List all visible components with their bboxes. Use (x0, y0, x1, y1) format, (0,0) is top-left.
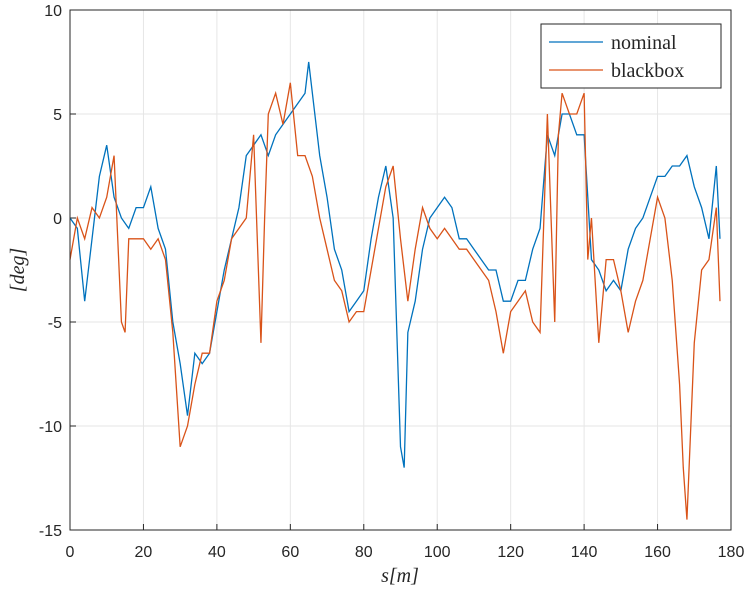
y-tick-label: -10 (39, 419, 62, 436)
y-tick-label: -5 (48, 315, 62, 332)
data-line (69, 61, 721, 468)
x-tick-label: 0 (66, 544, 75, 561)
x-tick-label: 40 (208, 544, 226, 561)
data-line (69, 82, 721, 520)
x-tick-label: 80 (355, 544, 373, 561)
x-tick-label: 120 (497, 544, 524, 561)
y-tick-label: 10 (44, 3, 62, 20)
legend-label: blackbox (611, 60, 684, 82)
y-axis-label: [deg] (7, 248, 29, 292)
y-tick-label: 5 (53, 107, 62, 124)
legend-box (540, 23, 722, 89)
axes-frame (69, 9, 732, 531)
y-tick-label: 0 (53, 211, 62, 228)
x-tick-label: 180 (718, 544, 745, 561)
x-tick-label: 20 (135, 544, 153, 561)
y-tick-label: -15 (39, 523, 62, 540)
x-tick-label: 140 (571, 544, 598, 561)
x-tick-label: 60 (281, 544, 299, 561)
x-axis-label: s[m] (381, 565, 419, 587)
x-tick-label: 100 (424, 544, 451, 561)
legend-label: nominal (611, 32, 677, 54)
x-tick-label: 160 (644, 544, 671, 561)
legend: nominal blackbox (540, 23, 722, 89)
